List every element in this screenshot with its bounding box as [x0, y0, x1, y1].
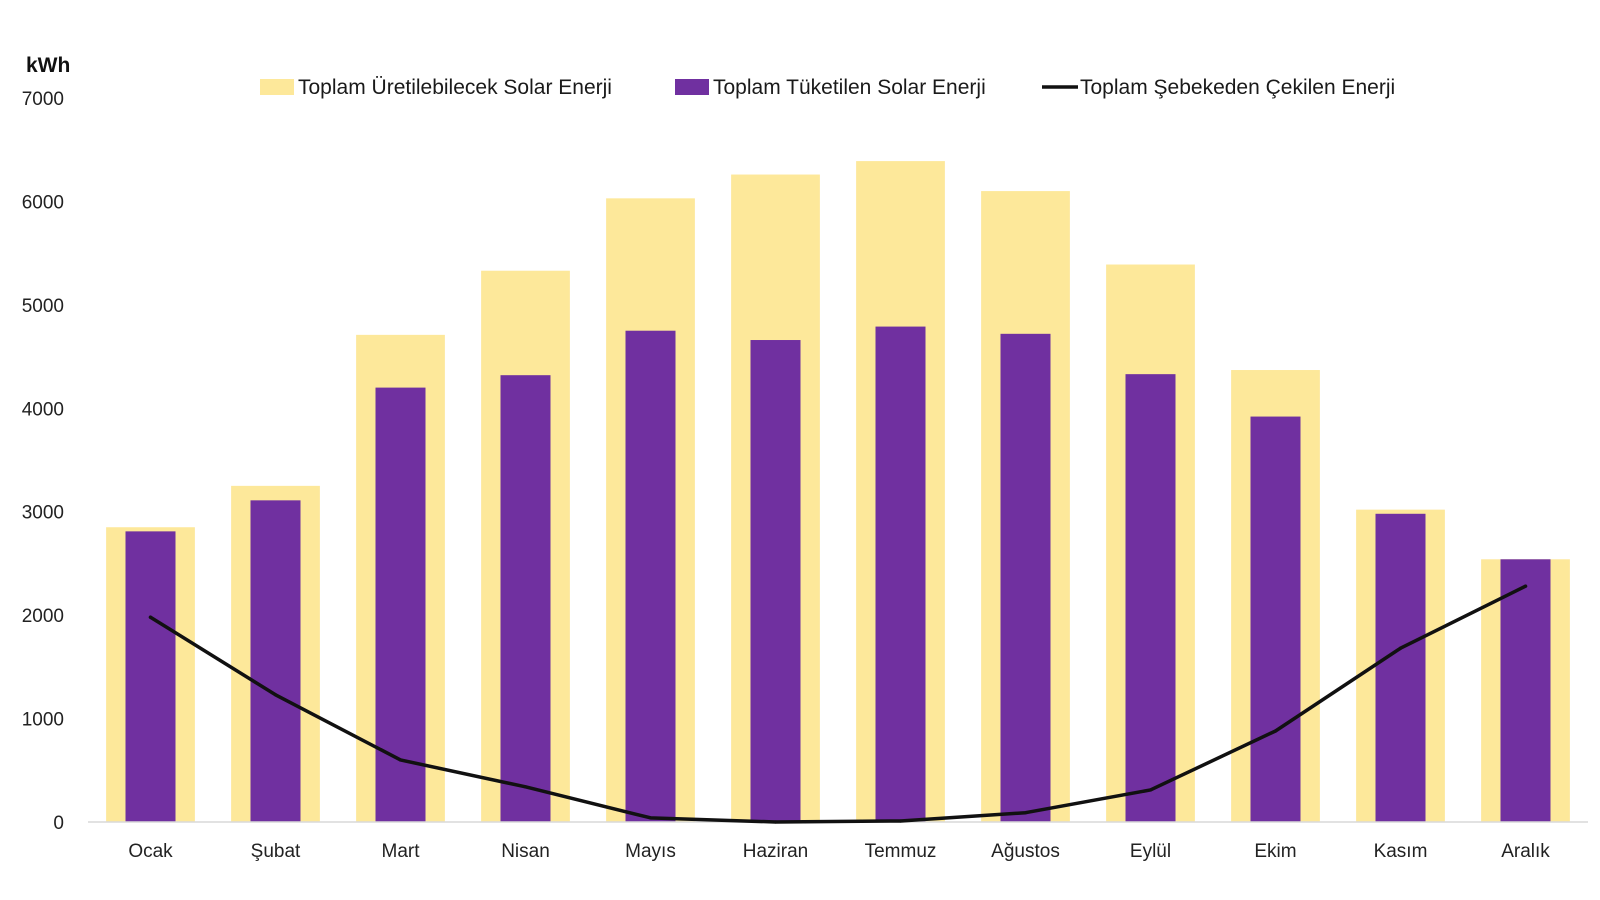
line-point-9: [1148, 788, 1153, 792]
bar-consumed-8: [1000, 333, 1051, 822]
y-tick-label: 4000: [22, 399, 64, 420]
line-point-12: [1523, 584, 1528, 588]
series-grid-line: [148, 584, 1528, 824]
x-axis-ticks: Ocak Şubat Mart Nisan Mayıs Haziran Temmuz Ağus…: [128, 841, 1550, 862]
legend-label-3: Toplam Şebekeden Çekilen Enerji: [1080, 76, 1395, 99]
y-tick-label: 5000: [22, 296, 64, 317]
y-tick-label: 6000: [22, 192, 64, 213]
x-tick-label: Ağustos: [991, 841, 1060, 862]
x-tick-label: Kasım: [1374, 841, 1428, 862]
bar-consumed-3: [375, 387, 426, 822]
x-tick-label: Aralık: [1501, 841, 1550, 862]
x-tick-label: Mart: [382, 841, 421, 862]
legend-swatch-2: [675, 79, 709, 95]
bar-consumed-6: [750, 340, 801, 822]
bar-consumed-7: [875, 326, 926, 822]
x-tick-label: Eylül: [1130, 841, 1171, 862]
x-tick-label: Temmuz: [865, 841, 937, 862]
y-axis-ticks: 0 1000 2000 3000 4000 5000 6000 7000: [22, 89, 64, 834]
line-grid-energy: [148, 584, 1528, 824]
bar-consumed-9: [1125, 374, 1176, 822]
x-tick-label: Mayıs: [625, 841, 676, 862]
line-point-7: [898, 819, 903, 823]
x-tick-label: Haziran: [743, 841, 808, 862]
legend-label-2: Toplam Tüketilen Solar Enerji: [713, 76, 986, 99]
series-consumed-bars: [125, 326, 1551, 822]
bar-consumed-5: [625, 330, 676, 822]
line-point-3: [398, 758, 403, 762]
y-tick-label: 0: [53, 813, 64, 834]
line-point-10: [1273, 729, 1278, 733]
y-axis-label: kWh: [26, 54, 70, 77]
y-tick-label: 3000: [22, 503, 64, 524]
bar-consumed-12: [1500, 559, 1551, 822]
bar-consumed-4: [500, 375, 551, 822]
line-point-11: [1398, 646, 1403, 650]
legend-label-1: Toplam Üretilebilecek Solar Enerji: [298, 76, 612, 99]
bar-consumed-10: [1250, 416, 1301, 822]
line-point-1: [148, 615, 153, 619]
x-tick-label: Nisan: [501, 841, 550, 862]
x-tick-label: Şubat: [251, 841, 301, 862]
line-point-2: [273, 693, 278, 697]
legend-swatch-1: [260, 79, 294, 95]
bar-consumed-2: [250, 500, 301, 822]
x-tick-label: Ekim: [1254, 841, 1296, 862]
x-tick-label: Ocak: [128, 841, 173, 862]
line-point-4: [523, 785, 528, 789]
y-tick-label: 1000: [22, 710, 64, 731]
line-point-6: [773, 820, 778, 824]
line-point-5: [648, 816, 653, 820]
bar-consumed-11: [1375, 513, 1426, 822]
bar-consumed-1: [125, 531, 176, 822]
y-tick-label: 7000: [22, 89, 64, 110]
legend: Toplam Üretilebilecek Solar Enerji Toplam…: [260, 76, 1395, 99]
y-tick-label: 2000: [22, 606, 64, 627]
line-point-8: [1023, 811, 1028, 815]
